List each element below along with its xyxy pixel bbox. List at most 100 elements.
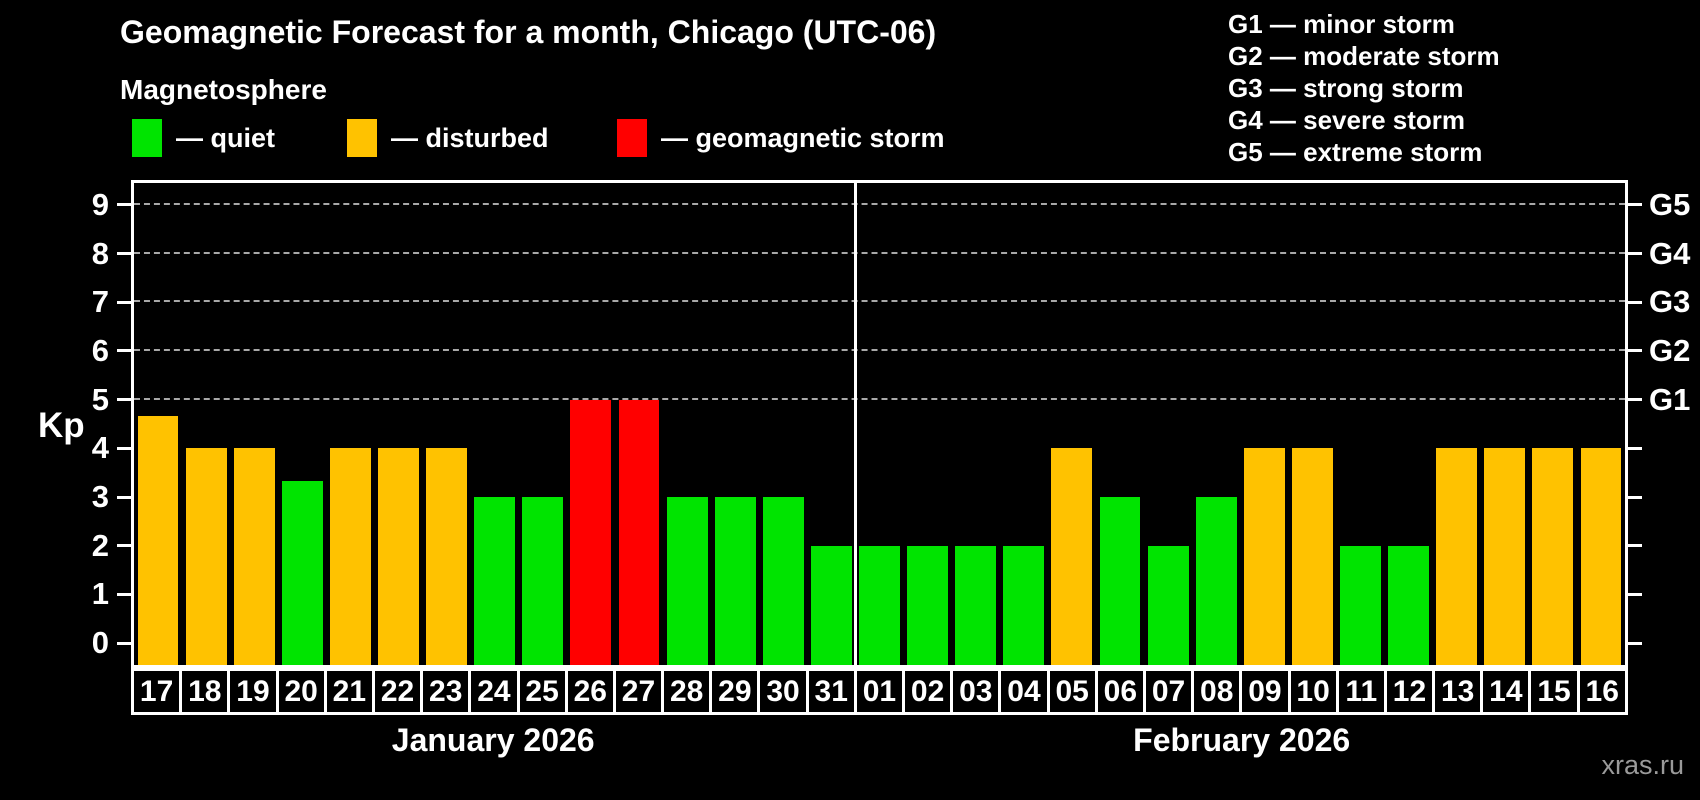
y-tick-label: 8 [91,235,109,271]
kp-bar [618,399,660,665]
plot-area: 0 1 2 3 4 5 6 7 8 9 G1 G2 G3 G4 G5 [92,180,1690,668]
right-axis-tick [1628,495,1642,499]
legend-item-disturbed: — disturbed [347,118,549,158]
left-axis-tick [117,252,131,256]
kp-bar [137,415,179,665]
day-label-cell: 15 [1528,668,1580,715]
month-separator [853,183,857,665]
right-axis-tick [1628,641,1642,645]
day-label-cell: 31 [805,668,857,715]
y-tick-label: 9 [91,186,109,222]
legend-item-storm: — geomagnetic storm [617,118,945,158]
kp-bar [859,545,900,665]
kp-bar [185,448,227,665]
left-axis-tick [117,641,131,645]
kp-bar [570,399,612,665]
g-scale-label: G2 [1649,332,1691,368]
day-label-cell: 19 [227,668,279,715]
storm-scale-legend: G1 — minor storm G2 — moderate storm G3 … [1228,8,1500,168]
gridline [134,397,1625,400]
month-label: February 2026 [1133,722,1351,758]
kp-bar [1291,448,1333,665]
day-label-cell: 10 [1287,668,1339,715]
storm-scale-line-g1: G1 — minor storm [1228,9,1455,39]
storm-scale-line-g5: G5 — extreme storm [1228,137,1483,167]
kp-bar [714,497,756,665]
left-axis-tick [117,446,131,450]
legend-swatch [132,119,162,157]
left-axis-tick [117,544,131,548]
kp-bar [666,497,708,665]
storm-scale-line-g3: G3 — strong storm [1228,73,1464,103]
day-label-cell: 22 [371,668,424,715]
left-axis-tick [117,300,131,304]
g-scale-label: G1 [1649,381,1691,417]
legend-item-quiet: — quiet [132,118,275,158]
kp-bar [1388,545,1429,665]
day-label-cell: 21 [323,668,375,715]
storm-scale-line-g4: G4 — severe storm [1228,105,1466,135]
day-label-cell: 30 [757,668,809,715]
day-label-cell: 01 [853,668,905,715]
right-axis-tick [1628,544,1642,548]
kp-bar [1484,448,1526,665]
kp-bar [474,497,516,665]
gridline [134,348,1625,351]
day-label-cell: 14 [1480,668,1532,715]
day-label-cell: 09 [1239,668,1291,715]
day-label-cell: 05 [1046,668,1098,715]
kp-bar [1580,448,1622,665]
kp-bar [426,448,468,665]
right-axis-tick [1628,398,1642,402]
right-axis-tick [1628,592,1642,596]
y-tick-label: 7 [91,284,109,320]
y-tick-label: 5 [91,381,109,417]
day-label-cell: 29 [709,668,761,715]
kp-bar [1532,448,1574,665]
day-label-cell: 17 [131,668,183,715]
day-label-cell: 26 [564,668,616,715]
legend-swatch [347,119,377,157]
day-label-cell: 12 [1383,668,1436,715]
kp-bar [233,448,275,665]
kp-bar [281,480,323,665]
gridline [134,202,1625,205]
legend-label-storm: — geomagnetic storm [661,123,945,153]
kp-bar [1099,497,1141,665]
magnetosphere-label: Magnetosphere [120,74,327,105]
day-label-cell: 20 [275,668,327,715]
right-axis-tick [1628,252,1642,256]
day-label-cell: 13 [1432,668,1484,715]
y-tick-label: 3 [91,479,109,515]
right-axis-tick [1628,446,1642,450]
day-label-cell: 11 [1335,668,1387,715]
day-label-cell: 02 [902,668,954,715]
right-axis-tick [1628,203,1642,207]
day-label-cell: 06 [1094,668,1146,715]
left-axis-tick [117,203,131,207]
day-label-cell: 24 [468,668,520,715]
day-label-cell: 03 [950,668,1002,715]
day-label-cell: 23 [420,668,472,715]
right-axis-tick [1628,300,1642,304]
watermark: xras.ru [1601,750,1684,780]
y-tick-label: 4 [91,430,109,466]
kp-bar [810,545,852,665]
kp-bar [522,497,564,665]
day-label-cell: 25 [516,668,568,715]
legend-swatch [617,119,647,157]
y-tick-label: 2 [91,527,109,563]
month-label: January 2026 [391,722,595,758]
day-label-cell: 04 [998,668,1050,715]
g-scale-label: G5 [1649,186,1691,222]
gridline [134,251,1625,254]
kp-bar [1243,448,1285,665]
day-label-cell: 28 [661,668,713,715]
kp-bar [1436,448,1478,665]
kp-bar [1003,545,1045,665]
kp-bar [1147,545,1189,665]
y-tick-label: 1 [91,576,109,612]
day-axis-row: 17 18 19 20 21 22 23 24 25 26 27 28 29 30 31 01 02 03 04 05… [131,668,1628,715]
kp-bar [762,497,804,665]
